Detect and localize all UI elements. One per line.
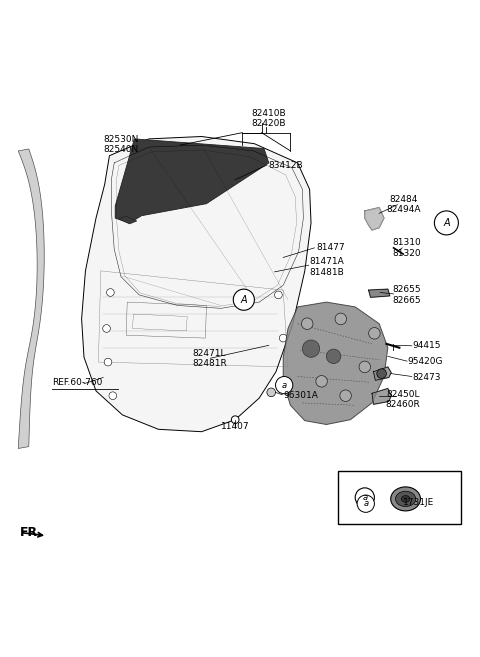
Circle shape bbox=[340, 390, 351, 401]
Circle shape bbox=[359, 361, 371, 373]
Circle shape bbox=[302, 340, 320, 357]
Polygon shape bbox=[283, 302, 388, 424]
Text: a: a bbox=[282, 380, 287, 390]
Ellipse shape bbox=[391, 487, 420, 511]
Circle shape bbox=[233, 289, 254, 310]
Circle shape bbox=[335, 313, 347, 325]
Polygon shape bbox=[369, 289, 390, 298]
Text: A: A bbox=[240, 295, 247, 305]
Circle shape bbox=[109, 392, 117, 399]
FancyBboxPatch shape bbox=[338, 470, 461, 524]
Circle shape bbox=[377, 369, 386, 378]
Text: 82655
82665: 82655 82665 bbox=[393, 285, 421, 305]
PathPatch shape bbox=[82, 137, 311, 432]
Circle shape bbox=[279, 334, 287, 342]
Ellipse shape bbox=[396, 491, 416, 507]
Polygon shape bbox=[373, 367, 391, 380]
Ellipse shape bbox=[401, 495, 410, 502]
Polygon shape bbox=[372, 388, 391, 404]
Circle shape bbox=[357, 495, 374, 512]
Circle shape bbox=[355, 488, 374, 507]
Polygon shape bbox=[115, 139, 269, 223]
Text: a: a bbox=[362, 493, 367, 502]
Text: 11407: 11407 bbox=[221, 422, 250, 431]
Circle shape bbox=[103, 325, 110, 332]
Text: 83412B: 83412B bbox=[269, 161, 303, 170]
Circle shape bbox=[369, 328, 380, 339]
Polygon shape bbox=[18, 149, 44, 449]
Circle shape bbox=[231, 416, 239, 424]
Text: 81310
81320: 81310 81320 bbox=[393, 238, 421, 258]
Circle shape bbox=[316, 376, 327, 387]
Text: 1731JE: 1731JE bbox=[403, 498, 434, 507]
Text: 82471L
82481R: 82471L 82481R bbox=[192, 349, 227, 368]
Text: 82473: 82473 bbox=[413, 373, 441, 382]
Text: 95420G: 95420G bbox=[407, 357, 443, 366]
Text: a: a bbox=[363, 499, 368, 509]
Circle shape bbox=[107, 288, 114, 296]
Circle shape bbox=[301, 318, 313, 329]
Text: REF.60-760: REF.60-760 bbox=[52, 378, 102, 387]
Polygon shape bbox=[119, 216, 137, 224]
Text: FR.: FR. bbox=[20, 526, 43, 539]
Text: A: A bbox=[443, 218, 450, 228]
Circle shape bbox=[267, 388, 276, 397]
Text: 96301A: 96301A bbox=[283, 391, 318, 400]
Text: 82410B
82420B: 82410B 82420B bbox=[252, 108, 286, 128]
Text: 82484
82494A: 82484 82494A bbox=[386, 195, 420, 214]
Circle shape bbox=[276, 376, 293, 394]
Circle shape bbox=[434, 211, 458, 235]
Text: 82450L
82460R: 82450L 82460R bbox=[386, 390, 420, 409]
Text: 82530N
82540N: 82530N 82540N bbox=[103, 135, 139, 154]
Text: 81471A
81481B: 81471A 81481B bbox=[310, 258, 344, 277]
Polygon shape bbox=[365, 208, 384, 230]
Circle shape bbox=[104, 358, 112, 366]
Text: 81477: 81477 bbox=[317, 243, 346, 252]
Text: 94415: 94415 bbox=[413, 341, 441, 350]
Circle shape bbox=[275, 291, 282, 299]
Circle shape bbox=[326, 349, 341, 363]
